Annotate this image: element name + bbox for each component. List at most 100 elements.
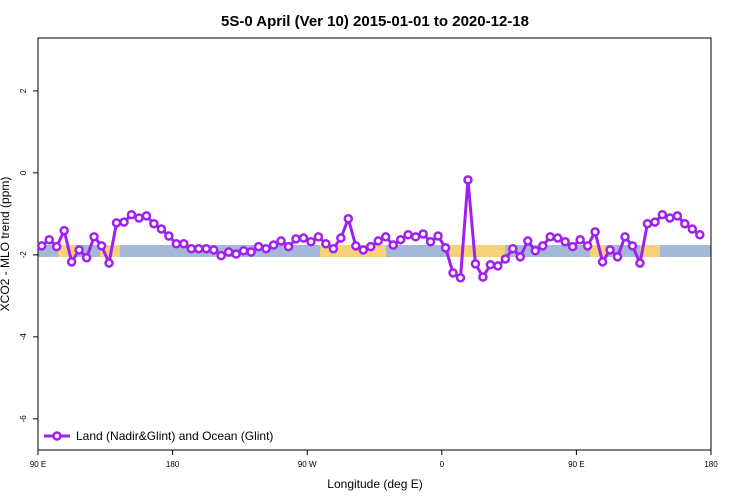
data-point [455, 273, 466, 283]
data-point [358, 245, 369, 255]
data-point [89, 232, 99, 242]
y-tick-label: 0 [19, 170, 28, 175]
data-point [687, 224, 698, 234]
data-point [298, 233, 309, 243]
data-point [635, 258, 645, 268]
data-point [119, 217, 129, 227]
data-point [59, 225, 69, 236]
data-point [373, 236, 383, 246]
chart-title: 5S-0 April (Ver 10) 2015-01-01 to 2020-1… [221, 13, 529, 30]
data-point [351, 241, 361, 251]
data-point [418, 229, 428, 239]
data-point [223, 247, 234, 257]
data-point [149, 218, 159, 229]
data-point [695, 230, 705, 240]
data-point [306, 236, 316, 247]
data-point [567, 241, 578, 252]
data-point [672, 211, 683, 221]
data-point [253, 241, 264, 252]
data-point [470, 259, 481, 269]
data-point [530, 246, 541, 256]
land-patch [58, 245, 76, 257]
data-point [104, 258, 114, 268]
y-tick-label: -4 [19, 333, 28, 341]
y-tick-label: -2 [19, 251, 28, 259]
data-point [96, 241, 107, 251]
data-point [575, 234, 585, 245]
y-tick-label: 2 [19, 88, 28, 93]
data-point [620, 232, 630, 242]
data-point [597, 257, 608, 267]
data-point [201, 243, 211, 254]
data-point [410, 232, 421, 242]
data-point [545, 232, 555, 242]
data-point [156, 224, 167, 234]
y-axis-label: XCO2 - MLO trend (ppm) [0, 177, 12, 312]
data-point [380, 232, 391, 242]
data-point [238, 246, 249, 256]
x-tick-label: 90 E [30, 460, 46, 469]
data-point [179, 239, 189, 249]
data-point [523, 236, 533, 246]
data-point [680, 218, 690, 229]
data-point [440, 243, 451, 253]
data-point [560, 236, 570, 247]
data-point [216, 250, 226, 261]
data-point [538, 241, 548, 251]
data-point [665, 213, 675, 223]
x-tick-label: 180 [704, 460, 718, 469]
data-point [515, 252, 526, 262]
data-point [500, 254, 511, 264]
data-point [590, 227, 600, 237]
data-point [627, 241, 638, 251]
data-point [343, 214, 354, 224]
x-tick-label: 0 [440, 460, 445, 469]
data-point [126, 209, 137, 220]
x-tick-label: 90 W [298, 460, 317, 469]
data-point [485, 259, 496, 270]
data-point [328, 243, 339, 254]
land-patch [450, 245, 505, 257]
data-point [51, 241, 62, 252]
data-point [74, 245, 84, 255]
data-point [552, 233, 563, 243]
data-point [164, 231, 174, 241]
data-point [246, 247, 256, 257]
data-point [276, 236, 286, 246]
data-point [134, 213, 144, 223]
legend-label: Land (Nadir&Glint) and Ocean (Glint) [76, 429, 273, 443]
data-point [44, 234, 54, 245]
legend-marker [52, 431, 62, 441]
data-point [478, 272, 488, 282]
data-point [425, 236, 436, 247]
data-point [463, 175, 473, 185]
data-point [433, 231, 443, 241]
x-tick-label: 180 [166, 460, 180, 469]
data-point [657, 209, 668, 220]
data-point [582, 241, 593, 251]
data-point [208, 245, 219, 255]
data-point [291, 234, 301, 244]
data-point [366, 241, 376, 252]
data-point [186, 243, 197, 254]
data-point [388, 240, 398, 250]
data-point [612, 252, 623, 262]
land-patch [640, 245, 660, 257]
data-point [313, 232, 324, 242]
data-point [403, 230, 413, 240]
data-point [493, 261, 503, 271]
y-tick-label: -6 [19, 415, 28, 423]
data-point [448, 268, 458, 278]
data-point [141, 211, 152, 221]
data-point [605, 245, 615, 255]
data-point [321, 239, 331, 249]
x-axis-label: Longitude (deg E) [327, 477, 422, 491]
data-point [231, 249, 241, 259]
data-point [336, 233, 346, 243]
data-point [508, 243, 518, 254]
data-point [395, 234, 406, 245]
legend: Land (Nadir&Glint) and Ocean (Glint) [44, 429, 273, 443]
data-point [283, 241, 294, 252]
data-point [66, 257, 77, 267]
